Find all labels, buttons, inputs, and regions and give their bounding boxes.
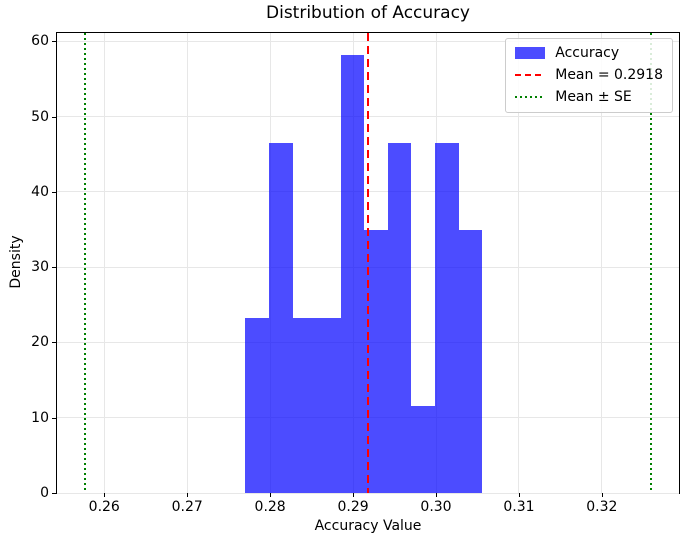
y-tick-mark bbox=[52, 41, 56, 43]
y-tick-mark bbox=[52, 191, 56, 193]
y-tick-label: 20 bbox=[31, 334, 49, 351]
x-tick-label: 0.30 bbox=[420, 499, 452, 515]
y-tick-mark bbox=[52, 116, 56, 118]
plot-area: Accuracy Mean = 0.2918 Mean ± SE bbox=[56, 32, 680, 494]
histogram-bar bbox=[316, 317, 341, 493]
x-tick-mark bbox=[270, 493, 272, 497]
x-tick-mark bbox=[104, 493, 106, 497]
histogram-bar bbox=[245, 317, 270, 493]
x-gridline bbox=[103, 33, 105, 493]
y-tick-mark bbox=[52, 493, 56, 494]
histogram-bar bbox=[292, 317, 317, 493]
y-tick-label: 60 bbox=[31, 33, 49, 50]
histogram-bar bbox=[340, 54, 364, 493]
histogram-bar bbox=[387, 142, 412, 493]
histogram-bar bbox=[459, 230, 483, 493]
mean-dashed-line-icon bbox=[515, 74, 546, 76]
x-gridline bbox=[186, 33, 188, 493]
x-axis-label: Accuracy Value bbox=[314, 518, 422, 534]
x-tick-label: 0.27 bbox=[171, 499, 203, 515]
x-tick-mark bbox=[601, 493, 603, 497]
legend-entry-se: Mean ± SE bbox=[515, 89, 663, 105]
legend-label-accuracy: Accuracy bbox=[555, 45, 620, 61]
x-tick-label: 0.28 bbox=[254, 499, 286, 515]
histogram-bar bbox=[435, 142, 460, 493]
x-tick-mark bbox=[518, 493, 520, 497]
y-tick-label: 0 bbox=[40, 485, 49, 501]
histogram-bar bbox=[411, 405, 436, 493]
y-tick-label: 40 bbox=[31, 183, 49, 200]
y-tick-label: 30 bbox=[31, 259, 49, 276]
x-tick-label: 0.26 bbox=[88, 499, 120, 515]
y-tick-mark bbox=[52, 342, 56, 344]
x-tick-label: 0.32 bbox=[586, 499, 618, 515]
y-gridline bbox=[57, 492, 679, 494]
y-tick-mark bbox=[52, 267, 56, 269]
legend: Accuracy Mean = 0.2918 Mean ± SE bbox=[505, 38, 673, 113]
x-tick-mark bbox=[353, 493, 355, 497]
se-dotted-line-icon bbox=[515, 96, 546, 98]
accuracy-swatch-icon bbox=[515, 47, 546, 59]
mean-line bbox=[367, 33, 369, 493]
x-gridline bbox=[601, 33, 603, 493]
se-line bbox=[650, 33, 652, 493]
histogram-bar bbox=[269, 142, 293, 493]
y-tick-label: 10 bbox=[31, 409, 49, 426]
y-tick-mark bbox=[52, 417, 56, 419]
chart-title: Distribution of Accuracy bbox=[266, 3, 470, 23]
legend-label-mean: Mean = 0.2918 bbox=[555, 67, 663, 83]
x-tick-label: 0.31 bbox=[503, 499, 535, 515]
x-tick-mark bbox=[187, 493, 189, 497]
y-tick-label: 50 bbox=[31, 108, 49, 125]
legend-entry-mean: Mean = 0.2918 bbox=[515, 67, 663, 83]
se-line bbox=[84, 33, 86, 493]
legend-entry-accuracy: Accuracy bbox=[515, 45, 663, 61]
x-gridline bbox=[518, 33, 520, 493]
legend-label-se: Mean ± SE bbox=[555, 89, 632, 105]
x-tick-label: 0.29 bbox=[337, 499, 369, 515]
x-tick-mark bbox=[436, 493, 437, 497]
